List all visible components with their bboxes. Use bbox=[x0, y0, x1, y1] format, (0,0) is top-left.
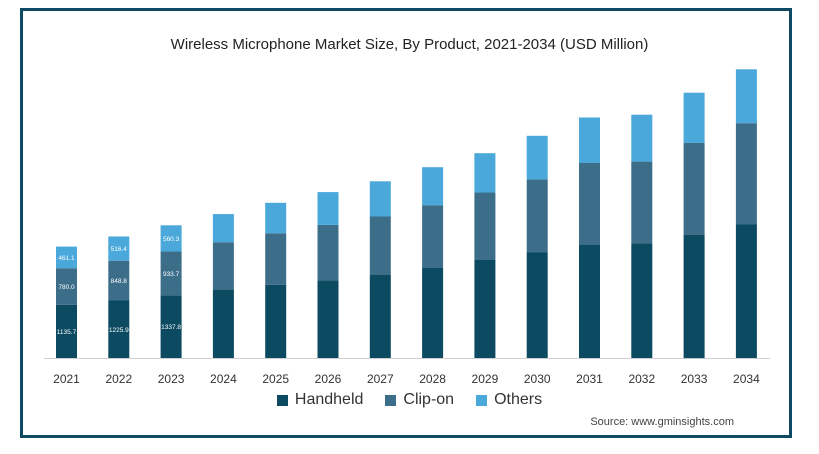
x-tick-label-2031: 2031 bbox=[576, 372, 603, 386]
bar-clip-on-2023 bbox=[160, 251, 182, 296]
bar-clip-on-2031 bbox=[579, 163, 600, 245]
legend-label-handheld: Handheld bbox=[294, 391, 364, 408]
x-tick-label-2022: 2022 bbox=[105, 372, 132, 386]
legend: Handheld Clip-on Others bbox=[0, 391, 819, 409]
bar-clip-on-2029 bbox=[474, 192, 496, 260]
legend-label-clip-on: Clip-on bbox=[403, 391, 455, 408]
legend-item-others: Others bbox=[476, 391, 542, 409]
bar-clip-on-2022 bbox=[108, 260, 130, 301]
chart-title: Wireless Microphone Market Size, By Prod… bbox=[170, 36, 649, 53]
bar-others-2025 bbox=[265, 202, 287, 234]
bar-others-2027 bbox=[369, 181, 391, 217]
bar-others-2029 bbox=[474, 153, 496, 193]
bar-others-2028 bbox=[422, 167, 444, 206]
bar-handheld-2031 bbox=[579, 244, 600, 358]
data-label-2022-3: 516.4 bbox=[111, 246, 128, 253]
x-tick-label-2034: 2034 bbox=[733, 372, 760, 386]
bar-clip-on-2030 bbox=[526, 179, 548, 253]
bar-clip-on-2025 bbox=[265, 233, 287, 285]
source-note: Source: www.gminsights.com bbox=[590, 416, 734, 428]
chart-frame bbox=[20, 8, 792, 438]
x-tick-label-2030: 2030 bbox=[524, 372, 551, 386]
bar-others-2021 bbox=[56, 246, 77, 269]
bar-clip-on-2034 bbox=[735, 123, 757, 225]
bar-others-2032 bbox=[631, 114, 653, 162]
legend-swatch-clip-on bbox=[385, 394, 397, 406]
data-label-2023-3: 560.3 bbox=[163, 236, 180, 243]
x-tick-label-2027: 2027 bbox=[367, 372, 394, 386]
bar-handheld-2029 bbox=[474, 260, 496, 358]
bar-clip-on-2024 bbox=[212, 242, 234, 290]
bar-handheld-2028 bbox=[422, 268, 444, 358]
bar-handheld-2021 bbox=[56, 304, 77, 358]
legend-item-handheld: Handheld bbox=[276, 391, 364, 409]
legend-swatch-handheld bbox=[276, 394, 288, 406]
bar-others-2024 bbox=[212, 214, 234, 243]
bar-clip-on-2033 bbox=[683, 142, 705, 235]
x-tick-label-2032: 2032 bbox=[628, 372, 655, 386]
bar-clip-on-2032 bbox=[631, 161, 653, 244]
bar-handheld-2032 bbox=[631, 243, 653, 358]
legend-item-clip-on: Clip-on bbox=[385, 391, 454, 409]
data-label-2023-1: 1337.8 bbox=[161, 324, 181, 331]
x-tick-label-2026: 2026 bbox=[315, 372, 342, 386]
bar-handheld-2030 bbox=[526, 252, 548, 358]
data-label-2021-2: 780.0 bbox=[58, 284, 75, 291]
bar-others-2034 bbox=[735, 69, 757, 124]
bar-handheld-2033 bbox=[683, 234, 705, 359]
legend-label-others: Others bbox=[494, 391, 543, 408]
x-tick-label-2025: 2025 bbox=[262, 372, 289, 386]
legend-swatch-others bbox=[476, 394, 488, 406]
bar-clip-on-2026 bbox=[317, 224, 339, 281]
bar-handheld-2026 bbox=[317, 280, 339, 358]
x-tick-label-2033: 2033 bbox=[681, 372, 708, 386]
data-label-2021-3: 461.1 bbox=[58, 255, 75, 262]
bar-others-2033 bbox=[683, 92, 705, 143]
x-tick-label-2024: 2024 bbox=[210, 372, 237, 386]
bar-others-2030 bbox=[526, 135, 548, 180]
bar-others-2023 bbox=[160, 225, 182, 252]
x-tick-label-2023: 2023 bbox=[158, 372, 185, 386]
data-label-2022-2: 848.8 bbox=[111, 278, 128, 285]
bar-handheld-2034 bbox=[735, 224, 757, 358]
bar-clip-on-2028 bbox=[422, 205, 444, 268]
bar-handheld-2022 bbox=[108, 300, 130, 358]
bar-handheld-2027 bbox=[369, 274, 391, 358]
x-tick-label-2021: 2021 bbox=[53, 372, 80, 386]
bar-handheld-2024 bbox=[212, 289, 234, 358]
bar-others-2026 bbox=[317, 192, 339, 225]
bar-handheld-2025 bbox=[265, 284, 287, 358]
data-label-2022-1: 1225.9 bbox=[109, 327, 129, 334]
data-label-2023-2: 933.7 bbox=[163, 271, 180, 278]
bar-others-2031 bbox=[579, 117, 600, 163]
bar-clip-on-2027 bbox=[369, 216, 391, 275]
x-tick-label-2029: 2029 bbox=[472, 372, 499, 386]
x-tick-label-2028: 2028 bbox=[419, 372, 446, 386]
data-label-2021-1: 1135.7 bbox=[57, 329, 77, 336]
bar-handheld-2023 bbox=[160, 295, 182, 358]
bar-others-2022 bbox=[108, 236, 130, 261]
bar-clip-on-2021 bbox=[56, 268, 77, 305]
